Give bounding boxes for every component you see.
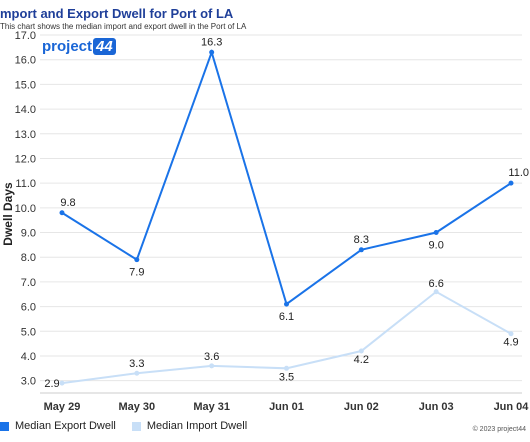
credit-text: © 2023 project44 xyxy=(472,426,526,433)
logo-text: project xyxy=(42,38,93,55)
data-point-import xyxy=(358,348,364,354)
data-label-import: 3.5 xyxy=(279,371,294,383)
data-label-export: 7.9 xyxy=(129,267,144,279)
x-tick-label: Jun 01 xyxy=(269,401,304,413)
data-point-import xyxy=(134,370,140,376)
x-tick-label: May 31 xyxy=(193,401,230,413)
data-point-import xyxy=(209,363,215,369)
chart-subtitle: This chart shows the median import and e… xyxy=(0,22,247,31)
x-tick-label: May 29 xyxy=(44,401,81,413)
data-label-export: 9.0 xyxy=(429,240,444,252)
data-label-import: 3.6 xyxy=(204,351,219,363)
data-point-import xyxy=(284,365,289,371)
data-point-export xyxy=(134,257,140,263)
data-label-export: 8.3 xyxy=(354,234,369,246)
y-tick-label: 7.0 xyxy=(21,277,36,289)
legend-label-export: Median Export Dwell xyxy=(15,420,116,432)
data-point-export xyxy=(284,301,289,307)
legend-swatch-import xyxy=(131,421,141,431)
data-label-export: 6.1 xyxy=(279,311,294,323)
data-point-export xyxy=(508,180,514,186)
chart-title: mport and Export Dwell for Port of LA xyxy=(0,6,234,21)
y-tick-label: 4.0 xyxy=(21,351,36,363)
y-tick-label: 16.0 xyxy=(15,55,36,67)
data-label-import: 4.9 xyxy=(503,337,518,349)
legend-item-export[interactable]: Median Export Dwell xyxy=(0,420,116,432)
y-tick-label: 5.0 xyxy=(21,326,36,338)
data-label-export: 11.0 xyxy=(508,167,529,179)
data-point-export xyxy=(433,230,439,236)
logo-badge: 44 xyxy=(93,38,116,55)
data-label-import: 2.9 xyxy=(44,378,59,390)
y-tick-label: 6.0 xyxy=(21,302,36,314)
y-axis-label: Dwell Days xyxy=(1,182,15,246)
data-point-export xyxy=(209,49,215,55)
y-tick-label: 3.0 xyxy=(21,376,36,388)
data-point-import xyxy=(508,331,514,337)
data-point-export xyxy=(59,210,65,216)
data-label-export: 9.8 xyxy=(60,197,75,209)
legend-swatch-export xyxy=(0,421,9,431)
x-tick-label: Jun 02 xyxy=(344,401,379,413)
y-tick-label: 13.0 xyxy=(15,129,36,141)
project44-logo: project 44 xyxy=(42,38,116,55)
legend-label-import: Median Import Dwell xyxy=(146,420,248,432)
y-tick-label: 8.0 xyxy=(21,252,36,264)
y-tick-label: 10.0 xyxy=(15,203,36,215)
data-point-export xyxy=(358,247,364,253)
y-tick-label: 11.0 xyxy=(15,178,36,190)
data-label-import: 4.2 xyxy=(354,354,369,366)
y-tick-label: 14.0 xyxy=(15,104,36,116)
data-label-import: 6.6 xyxy=(429,278,444,290)
y-tick-label: 15.0 xyxy=(15,79,36,91)
data-point-import xyxy=(433,289,439,295)
y-tick-label: 17.0 xyxy=(15,30,36,42)
legend: Median Export Dwell Median Import Dwell xyxy=(0,420,263,432)
y-tick-label: 12.0 xyxy=(15,153,36,165)
y-tick-label: 9.0 xyxy=(21,228,36,240)
legend-item-import[interactable]: Median Import Dwell xyxy=(131,420,248,432)
data-point-import xyxy=(59,380,65,386)
x-tick-label: May 30 xyxy=(118,401,155,413)
data-label-import: 3.3 xyxy=(129,358,144,370)
data-label-export: 16.3 xyxy=(201,36,222,48)
x-tick-label: Jun 03 xyxy=(419,401,454,413)
x-tick-label: Jun 04 xyxy=(494,401,530,413)
